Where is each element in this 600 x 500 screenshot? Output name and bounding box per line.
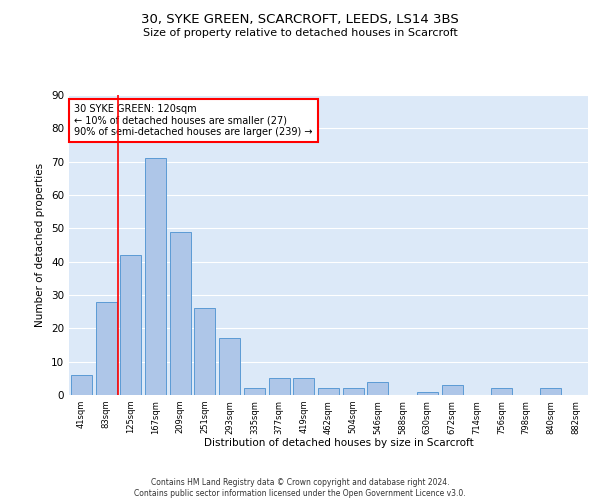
Bar [95, 302, 116, 395]
Bar [367, 382, 388, 395]
Bar [442, 385, 463, 395]
Bar [491, 388, 512, 395]
Text: Distribution of detached houses by size in Scarcroft: Distribution of detached houses by size … [204, 438, 474, 448]
Bar [417, 392, 438, 395]
Bar [293, 378, 314, 395]
Bar [343, 388, 364, 395]
Text: 30, SYKE GREEN, SCARCROFT, LEEDS, LS14 3BS: 30, SYKE GREEN, SCARCROFT, LEEDS, LS14 3… [141, 12, 459, 26]
Bar [120, 255, 141, 395]
Bar [170, 232, 191, 395]
Bar [145, 158, 166, 395]
Bar [318, 388, 339, 395]
Text: 30 SYKE GREEN: 120sqm
← 10% of detached houses are smaller (27)
90% of semi-deta: 30 SYKE GREEN: 120sqm ← 10% of detached … [74, 104, 313, 137]
Bar [194, 308, 215, 395]
Y-axis label: Number of detached properties: Number of detached properties [35, 163, 46, 327]
Text: Size of property relative to detached houses in Scarcroft: Size of property relative to detached ho… [143, 28, 457, 38]
Text: Contains HM Land Registry data © Crown copyright and database right 2024.
Contai: Contains HM Land Registry data © Crown c… [134, 478, 466, 498]
Bar [541, 388, 562, 395]
Bar [71, 375, 92, 395]
Bar [269, 378, 290, 395]
Bar [244, 388, 265, 395]
Bar [219, 338, 240, 395]
